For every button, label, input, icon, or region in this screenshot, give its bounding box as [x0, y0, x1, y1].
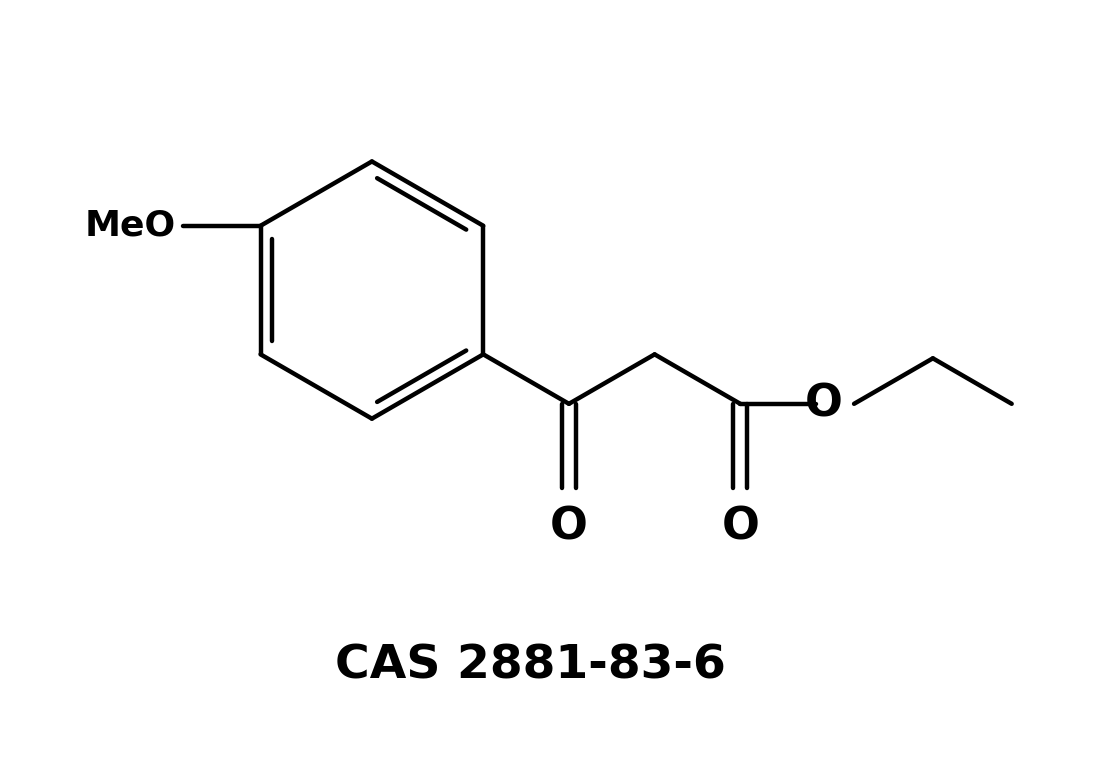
Text: MeO: MeO — [84, 209, 175, 243]
Text: O: O — [550, 505, 588, 549]
Text: CAS 2881-83-6: CAS 2881-83-6 — [335, 643, 726, 688]
Text: O: O — [805, 382, 842, 426]
Text: O: O — [722, 505, 759, 549]
